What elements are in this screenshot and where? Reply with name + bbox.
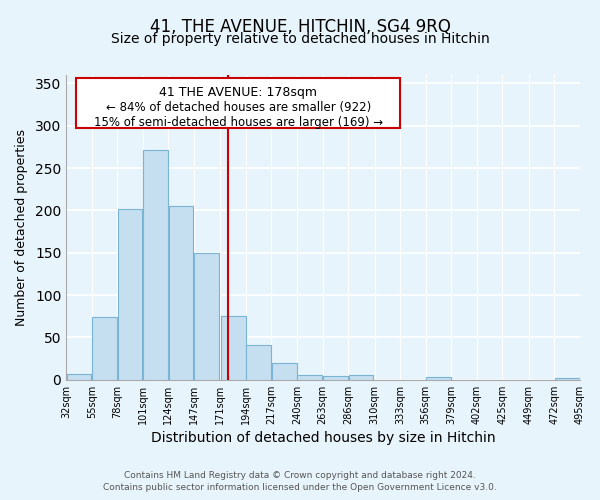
Bar [92, 317, 117, 380]
Bar [555, 378, 580, 380]
Bar [272, 363, 296, 380]
FancyBboxPatch shape [76, 78, 400, 128]
Text: 15% of semi-detached houses are larger (169) →: 15% of semi-detached houses are larger (… [94, 116, 383, 129]
Bar [67, 374, 91, 380]
Text: Size of property relative to detached houses in Hitchin: Size of property relative to detached ho… [110, 32, 490, 46]
Bar [118, 209, 142, 380]
Text: Contains HM Land Registry data © Crown copyright and database right 2024.: Contains HM Land Registry data © Crown c… [124, 471, 476, 480]
Bar [221, 316, 245, 380]
Bar [194, 253, 219, 380]
Bar [426, 378, 451, 380]
Bar [323, 376, 347, 380]
Bar [298, 374, 322, 380]
Bar [169, 206, 193, 380]
Bar [143, 150, 168, 380]
Text: ← 84% of detached houses are smaller (922): ← 84% of detached houses are smaller (92… [106, 101, 371, 114]
Y-axis label: Number of detached properties: Number of detached properties [15, 129, 28, 326]
Bar [349, 374, 373, 380]
Text: 41 THE AVENUE: 178sqm: 41 THE AVENUE: 178sqm [160, 86, 317, 98]
Bar [247, 345, 271, 380]
X-axis label: Distribution of detached houses by size in Hitchin: Distribution of detached houses by size … [151, 431, 496, 445]
Text: Contains public sector information licensed under the Open Government Licence v3: Contains public sector information licen… [103, 484, 497, 492]
Text: 41, THE AVENUE, HITCHIN, SG4 9RQ: 41, THE AVENUE, HITCHIN, SG4 9RQ [149, 18, 451, 36]
